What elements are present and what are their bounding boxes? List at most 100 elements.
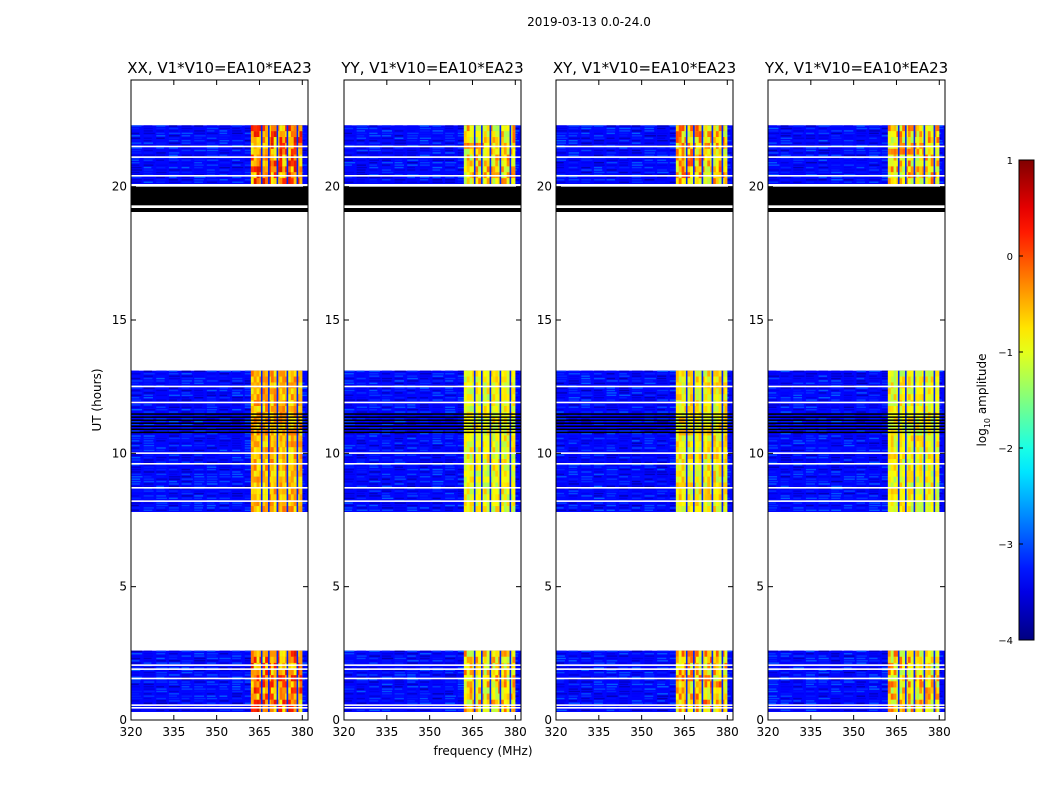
gap-line [131,145,308,148]
noise-cell [457,683,467,686]
band-cell [483,148,487,155]
noise-cell [381,442,390,444]
noise-cell [407,135,419,137]
band-cell [282,435,286,442]
noise-cell [419,404,429,406]
band-cell [483,370,487,377]
band-cell [469,459,473,465]
band-cell [472,500,476,507]
noise-cell [432,676,443,679]
noise-cell [419,449,428,452]
band-cell [463,406,467,412]
band-cell [478,125,482,132]
noise-cell [457,459,468,461]
noise-cell [568,667,580,669]
noise-cell [168,669,178,671]
x-tick-label: 365 [248,725,271,739]
noise-cell [356,392,367,394]
noise-cell [143,488,153,490]
noise-cell [381,418,390,420]
band-cell [290,160,294,167]
noise-cell [457,650,466,653]
band-cell [506,459,510,465]
noise-cell [244,394,257,397]
band-cell [478,394,482,401]
noise-cell [156,127,166,130]
band-cell [472,178,476,184]
noise-cell [181,492,193,495]
band-cell [469,441,473,448]
noise-cell [181,377,193,380]
noise-cell [619,671,631,674]
band-cell [512,453,516,459]
noise-cell [445,492,455,495]
noise-cell [568,650,578,653]
noise-cell [168,471,179,473]
noise-cell [419,662,430,664]
noise-cell [168,389,179,392]
noise-cell [381,676,392,679]
noise-cell [419,678,431,681]
subband-edge [499,650,502,712]
noise-cell [381,655,392,657]
y-tick-label: 20 [325,180,340,194]
noise-cell [344,154,352,157]
band-cell [498,500,502,507]
band-cell [512,441,516,448]
band-cell [492,382,496,389]
noise-cell [244,435,253,437]
noise-cell [445,169,456,171]
band-cell [472,125,476,132]
noise-cell [131,660,140,662]
noise-cell [432,171,441,174]
band-cell [270,394,274,401]
noise-cell [457,373,467,375]
noise-cell [344,420,355,423]
noise-cell [356,382,366,385]
noise-cell [445,676,457,679]
noise-cell [232,418,244,420]
noise-cell [181,127,193,130]
band-cell [498,662,502,670]
noise-cell [568,653,580,655]
band-cell [299,166,303,173]
band-cell [501,488,504,495]
band-cell [288,464,291,471]
band-cell [273,125,277,132]
noise-cell [381,147,393,149]
band-cell [486,482,490,489]
noise-cell [356,179,365,181]
noise-cell [232,669,241,671]
band-cell [290,125,294,132]
noise-cell [344,179,355,181]
band-cell [259,441,263,448]
noise-cell [244,655,254,657]
band-cell [299,441,303,448]
noise-cell [432,650,442,653]
band-cell [503,662,507,670]
noise-cell [432,454,445,456]
noise-cell [181,702,191,704]
band-cell [495,506,499,512]
band-cell [495,459,499,465]
noise-cell [432,502,443,504]
band-cell [285,125,289,132]
noise-cell [356,154,367,157]
noise-cell [619,660,629,662]
band-cell [466,662,470,670]
band-cell [506,464,510,471]
noise-cell [457,169,466,171]
band-cell [506,693,510,700]
noise-cell [457,700,467,702]
band-cell [293,482,297,489]
band-cell [285,394,289,401]
band-cell [483,705,487,712]
noise-cell [369,437,381,440]
band-cell [288,376,291,383]
noise-cell [432,140,444,142]
flagged-row [344,422,521,424]
noise-cell [657,653,668,655]
band-cell [469,376,473,383]
noise-cell [445,674,457,676]
noise-cell [457,382,467,385]
